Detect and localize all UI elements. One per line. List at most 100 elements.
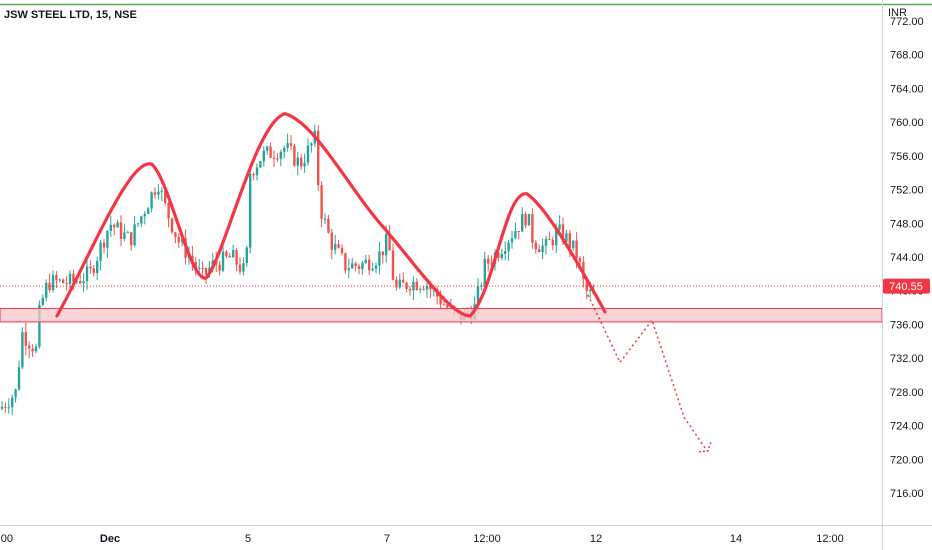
candle-body [272, 157, 276, 159]
candle-body [412, 281, 415, 291]
candle-body [221, 251, 225, 271]
candle-body [58, 279, 61, 281]
candle-body [204, 268, 208, 275]
candle-body [395, 279, 398, 288]
candle-body [487, 258, 490, 264]
x-tick-label: Dec [100, 533, 120, 545]
candle-body [242, 263, 245, 272]
candle-body [38, 304, 41, 347]
candle-body [130, 232, 133, 246]
support-zone [0, 307, 883, 323]
candle-body [126, 232, 129, 234]
candle-body [143, 213, 146, 217]
candle-body [548, 238, 551, 240]
y-tick-label: 724.00 [890, 421, 924, 433]
candle-body [334, 244, 337, 250]
candle-body [89, 266, 92, 269]
candle-body [446, 304, 449, 308]
candle-body [364, 259, 367, 264]
candle-body [371, 268, 374, 271]
candle-body [303, 162, 306, 167]
candle-body [558, 224, 561, 230]
time-axis[interactable]: 12:00 Dec 5 7 12:00 12 14 12:00 [0, 533, 844, 545]
candle-body [538, 249, 541, 253]
candle-body [296, 157, 299, 166]
candle-body [419, 288, 422, 290]
candle-body [194, 261, 197, 269]
candle-body [82, 281, 85, 284]
x-tick-label: 12:00 [816, 533, 844, 545]
last-price-tag: 740.55 [883, 278, 930, 294]
candle-body [174, 232, 177, 238]
candle-body [340, 247, 344, 254]
candle-body [102, 242, 106, 248]
candle-body [534, 242, 537, 250]
y-tick-label: 728.00 [890, 387, 924, 399]
candle-body [116, 222, 119, 228]
candle-body [133, 224, 136, 246]
candle-body [561, 224, 565, 242]
candle-body [113, 224, 116, 228]
y-tick-label: 760.00 [890, 117, 924, 129]
candle-body [24, 332, 27, 346]
candle-body [368, 259, 371, 271]
candle-body [541, 245, 544, 253]
candle-body [245, 247, 248, 264]
price-axis[interactable]: 716.00 720.00 724.00 728.00 732.00 736.00 740.… [890, 16, 924, 500]
candle-body [262, 150, 265, 162]
candle-body [7, 407, 10, 409]
projection-arrow-icon [698, 441, 712, 453]
candle-body [48, 282, 51, 291]
candle-body [300, 157, 303, 167]
candle-body [504, 251, 507, 254]
candle-body [45, 282, 48, 298]
candle-body [41, 297, 44, 305]
x-tick-label: 12:00 [473, 533, 501, 545]
x-tick-label: 12:00 [0, 533, 13, 545]
candle-body [72, 273, 75, 282]
candle-body [374, 265, 378, 269]
candle-body [255, 167, 259, 176]
candle-body [497, 252, 500, 258]
y-tick-label: 764.00 [890, 83, 924, 95]
candle-body [150, 192, 153, 209]
candle-body [28, 345, 31, 349]
candle-body [164, 190, 167, 203]
candle-body [140, 216, 143, 224]
candle-body [79, 280, 82, 284]
candle-body [568, 233, 571, 248]
y-tick-label: 772.00 [890, 16, 924, 28]
candle-body [17, 367, 21, 390]
candle-body [391, 250, 395, 280]
candle-body [361, 263, 364, 269]
candle-body [422, 288, 425, 290]
candle-body [408, 288, 412, 291]
candle-body [11, 397, 14, 408]
candle-body [289, 143, 293, 146]
candle-body [51, 275, 55, 291]
candle-body [381, 251, 384, 256]
candle-body [167, 202, 170, 219]
candle-body [415, 281, 418, 290]
candle-body [136, 223, 140, 225]
candle-body [279, 151, 282, 159]
candle-body [293, 145, 296, 166]
candle-body [439, 296, 442, 305]
y-tick-label: 736.00 [890, 319, 924, 331]
candle-body [276, 158, 279, 160]
candle-body [68, 273, 72, 284]
candle-body [218, 264, 221, 271]
candle-body [500, 253, 503, 258]
candle-body [555, 229, 558, 246]
candle-body [201, 267, 204, 269]
candle-body [157, 191, 160, 195]
candle-body [160, 190, 163, 192]
candle-body [21, 332, 24, 368]
candle-body [565, 233, 568, 242]
candle-body [398, 279, 401, 288]
candle-body [405, 282, 408, 289]
y-tick-label: 748.00 [890, 218, 924, 230]
candle-body [357, 266, 361, 269]
candle-body [378, 251, 381, 266]
